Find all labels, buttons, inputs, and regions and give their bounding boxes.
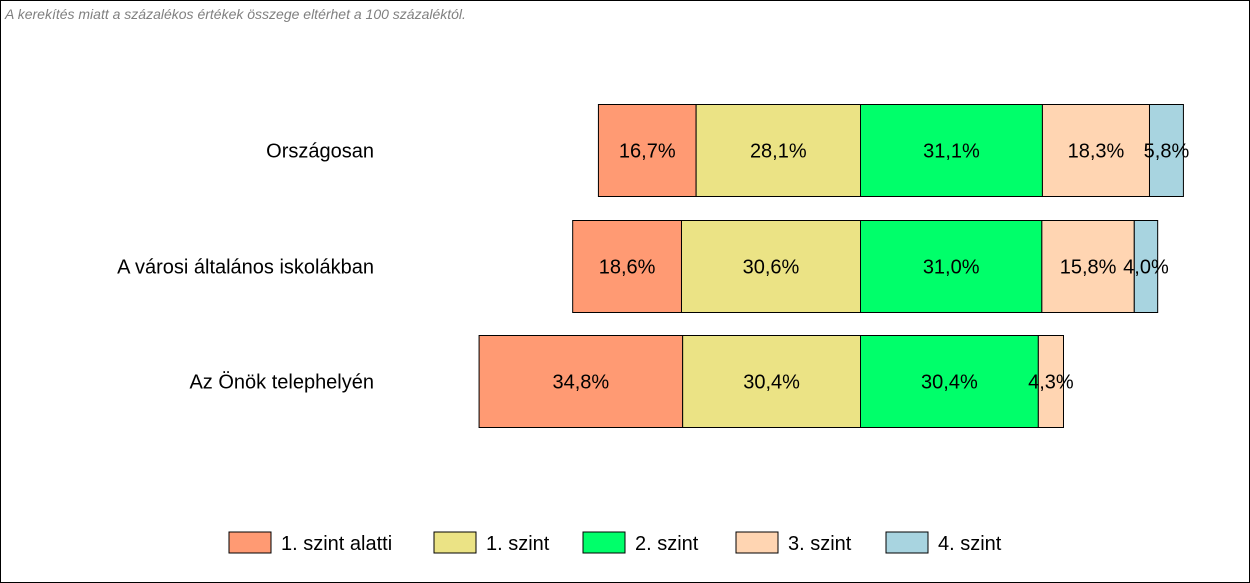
legend-label: 2. szint xyxy=(635,533,699,555)
legend-swatch xyxy=(228,531,272,554)
bar-segment xyxy=(695,104,861,197)
data-label: 30,4% xyxy=(743,372,800,394)
data-label: 28,1% xyxy=(750,141,807,163)
legend-label: 3. szint xyxy=(788,533,852,555)
data-labels: 16,7% 28,1% 31,1% 18,3% 5,8% 18,6% 30,6% 31,0% 1… xyxy=(553,141,1190,394)
data-label: 30,4% xyxy=(921,372,978,394)
legend-label: 4. szint xyxy=(938,533,1002,555)
category-label: A városi általános iskolákban xyxy=(117,257,374,279)
bar-segment xyxy=(1041,104,1150,197)
bar-segment xyxy=(1037,335,1064,428)
legend-swatch xyxy=(735,531,779,554)
rounding-note: A kerekítés miatt a százalékos értékek ö… xyxy=(5,6,466,22)
bar-segment xyxy=(1041,220,1135,313)
category-labels: Országosan A városi általános iskolákban A… xyxy=(117,141,374,394)
legend-label: 1. szint alatti xyxy=(281,533,392,555)
data-label: 4,3% xyxy=(1028,372,1074,394)
bar-segment xyxy=(682,335,861,428)
legend-swatch xyxy=(582,531,626,554)
legend: 1. szint alatti 1. szint 2. szint 3. szint 4… xyxy=(228,531,1002,555)
bar-segment xyxy=(860,220,1043,313)
data-label: 34,8% xyxy=(553,372,610,394)
bar-segment xyxy=(1148,104,1184,197)
legend-label: 1. szint xyxy=(486,533,550,555)
category-label: Országosan xyxy=(266,141,374,163)
legend-swatch xyxy=(433,531,477,554)
bar-segment xyxy=(1133,220,1159,313)
data-label: 4,0% xyxy=(1123,257,1169,279)
data-label: 5,8% xyxy=(1144,141,1190,163)
data-label: 31,1% xyxy=(923,141,980,163)
bar-segment xyxy=(860,335,1039,428)
data-label: 30,6% xyxy=(743,257,800,279)
data-label: 15,8% xyxy=(1060,257,1117,279)
category-label: Az Önök telephelyén xyxy=(189,372,374,394)
data-label: 18,3% xyxy=(1068,141,1125,163)
bar-segment xyxy=(478,335,684,428)
data-label: 18,6% xyxy=(599,257,656,279)
bar-segment xyxy=(572,220,682,313)
data-label: 31,0% xyxy=(923,257,980,279)
bar-segments xyxy=(478,104,1184,428)
data-label: 16,7% xyxy=(619,141,676,163)
bar-segment xyxy=(680,220,861,313)
legend-swatch xyxy=(885,531,929,554)
